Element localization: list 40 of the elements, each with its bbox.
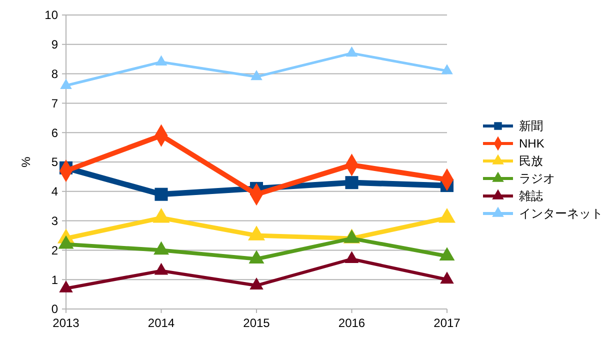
x-tick-label: 2016 [338, 316, 366, 330]
y-tick-label: 0 [51, 302, 58, 316]
point [59, 280, 73, 292]
legend-label: インターネット [519, 206, 603, 221]
point [250, 278, 264, 290]
legend-label: 雑誌 [519, 189, 543, 204]
point [250, 70, 262, 80]
x-tick-label: 2017 [434, 316, 461, 330]
legend-label: 新聞 [519, 119, 543, 134]
y-tick-label: 1 [51, 272, 58, 287]
point [439, 247, 455, 261]
y-tick-label: 6 [51, 126, 58, 140]
point [248, 250, 264, 264]
x-tick-label: 2014 [148, 316, 175, 330]
point [344, 251, 359, 263]
point [248, 226, 266, 240]
point [154, 262, 168, 275]
legend-label: ラジオ [519, 172, 555, 186]
point [346, 46, 358, 57]
x-tick-label: 2013 [52, 316, 80, 330]
legend-label: NHK [519, 136, 544, 151]
point [155, 55, 168, 66]
point [58, 235, 74, 249]
legend-label: 民放 [519, 154, 543, 168]
y-tick-label: 7 [51, 96, 58, 110]
y-tick-label: 5 [51, 155, 58, 170]
y-axis-title: % [19, 156, 33, 168]
y-tick-label: 2 [51, 243, 58, 258]
y-tick-label: 4 [51, 184, 58, 199]
y-tick-label: 8 [51, 67, 58, 81]
x-tick-label: 2015 [243, 316, 270, 330]
y-tick-label: 3 [51, 214, 58, 228]
point [441, 64, 453, 74]
point [60, 78, 72, 89]
point [438, 208, 456, 223]
y-tick-label: 10 [44, 8, 58, 22]
point [152, 208, 170, 223]
point [154, 241, 169, 255]
point [440, 272, 454, 284]
y-tick-label: 9 [51, 38, 58, 52]
